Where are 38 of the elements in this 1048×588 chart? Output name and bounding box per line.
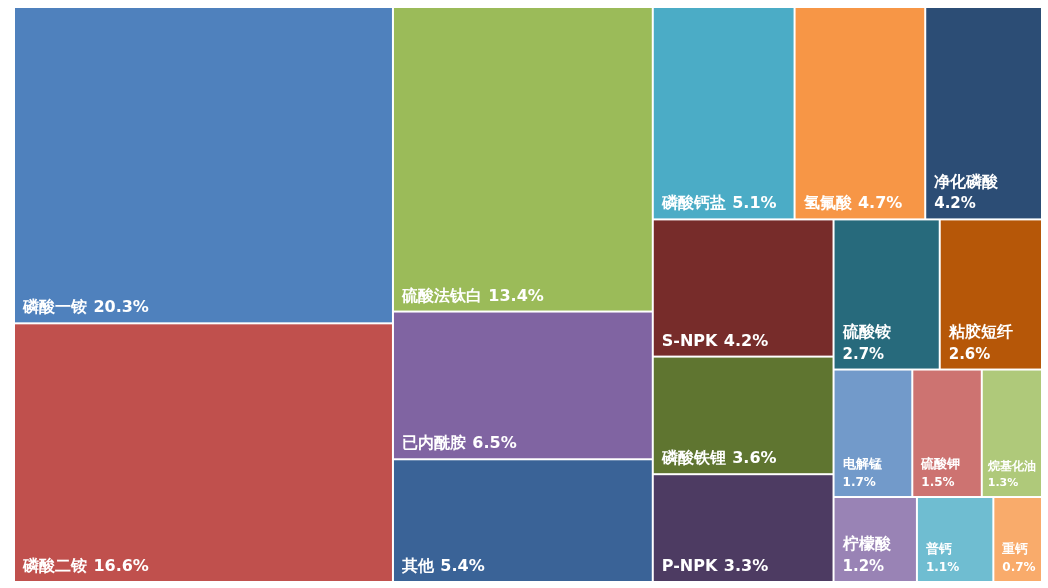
data-label: 1.5% <box>921 475 955 490</box>
data-label: 20.3% <box>93 297 149 317</box>
category-label: 已内酰胺 <box>401 433 466 453</box>
data-label: 1.1% <box>925 560 960 574</box>
category-label: 磷酸铁锂 <box>660 448 726 468</box>
category-label: 净化磷酸 <box>934 171 1000 191</box>
data-label: 4.7% <box>857 193 903 213</box>
data-label: 0.7% <box>1002 560 1036 574</box>
data-label: 2.7% <box>842 344 885 363</box>
category-label: 磷酸一铵 <box>22 297 87 317</box>
data-label: 3.6% <box>732 448 777 468</box>
category-label: 普钙 <box>924 541 952 557</box>
data-label: 1.3% <box>987 476 1019 490</box>
category-label: 硫酸铵 <box>841 321 891 341</box>
data-label: 16.6% <box>93 556 149 575</box>
data-label: 1.2% <box>842 557 885 575</box>
data-label: 1.7% <box>842 475 876 490</box>
category-label: 硫酸钾 <box>920 456 961 472</box>
data-label: 3.3% <box>723 556 769 575</box>
category-label: 重钙 <box>1001 541 1029 557</box>
category-label: 柠檬酸 <box>841 534 892 554</box>
data-label: 4.2% <box>934 194 976 213</box>
category-label: 电解锰 <box>842 456 882 472</box>
category-label: 氢氟酸 <box>802 193 853 213</box>
category-label: 硫酸法钛白 <box>400 285 482 305</box>
data-label: 6.5% <box>472 433 517 453</box>
category-label: 磷酸二铵 <box>22 556 87 575</box>
category-label: 其他 <box>400 556 435 575</box>
category-label: P-NPK <box>661 556 718 575</box>
data-label: 2.6% <box>948 344 991 363</box>
data-label: 4.2% <box>723 330 769 350</box>
data-label: 13.4% <box>488 285 544 305</box>
category-label: 烷基化油 <box>986 458 1036 473</box>
category-label: 粘胶短纤 <box>947 321 1013 341</box>
category-label: S-NPK <box>661 330 719 350</box>
category-label: 磷酸钙盐 <box>660 193 726 213</box>
data-label: 5.4% <box>440 556 485 575</box>
data-label: 5.1% <box>732 193 777 213</box>
